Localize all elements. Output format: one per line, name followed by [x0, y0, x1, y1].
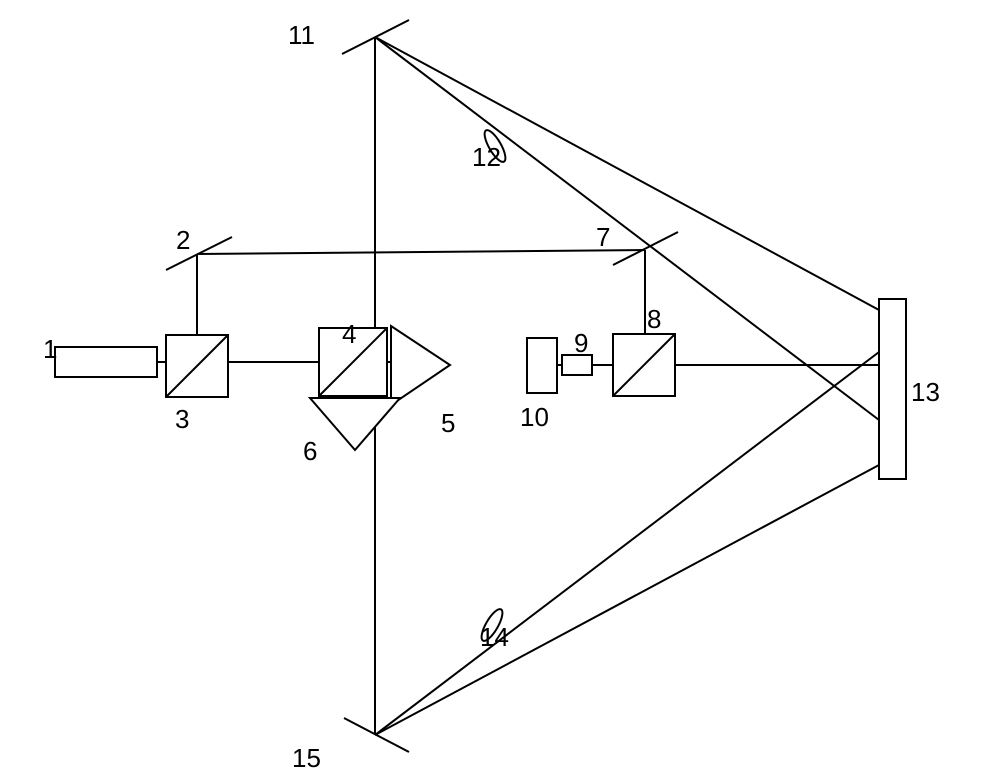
- label-2: 2: [176, 225, 190, 256]
- label-4: 4: [342, 319, 356, 350]
- label-5: 5: [441, 408, 455, 439]
- label-7: 7: [596, 222, 610, 253]
- label-15: 15: [292, 743, 321, 774]
- label-12: 12: [472, 142, 501, 173]
- label-13: 13: [911, 377, 940, 408]
- label-8: 8: [647, 304, 661, 335]
- label-10: 10: [520, 402, 549, 433]
- optical-schematic: 123456789101112131415: [0, 0, 1000, 778]
- label-1: 1: [43, 334, 57, 365]
- label-11: 11: [288, 20, 315, 51]
- label-9: 9: [574, 328, 588, 359]
- svg-layer: [0, 0, 1000, 778]
- label-14: 14: [480, 622, 509, 653]
- label-6: 6: [303, 436, 317, 467]
- label-3: 3: [175, 404, 189, 435]
